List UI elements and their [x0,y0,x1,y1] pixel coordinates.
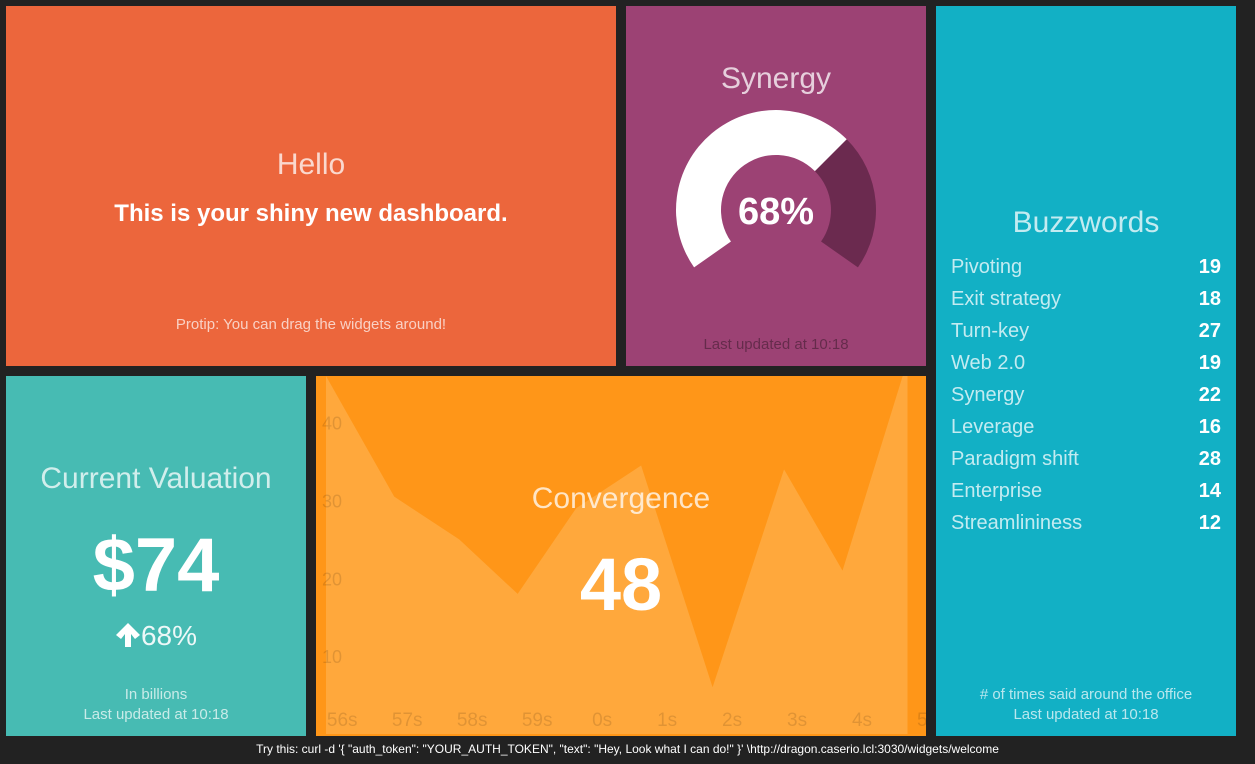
x-tick-label: 57s [392,710,423,731]
buzzword-label: Synergy [951,384,1025,406]
buzzword-count: 28 [1198,448,1221,470]
chart: 10 20 30 40 56s 57s 58s 59s 0s 1s 2s 3s 4s 5s [322,376,926,734]
buzzword-item: Pivoting 19 [951,256,1221,288]
widget-title: Hello [276,148,346,181]
buzzword-count: 19 [1198,352,1221,374]
buzzword-item: Exit strategy 18 [951,288,1221,320]
updated-at: Last updated at 10:18 [1013,706,1159,723]
change-rate: 68% [6,620,306,652]
x-tick-label: 0s [592,710,612,731]
widget-title: Buzzwords [1012,206,1160,239]
x-tick-label: 5s [917,710,926,731]
y-tick-label: 10 [322,647,342,667]
buzzword-count: 27 [1198,320,1221,342]
buzzword-item: Web 2.0 19 [951,352,1221,384]
buzzword-count: 22 [1198,384,1221,406]
y-tick-label: 20 [322,569,342,589]
x-tick-label: 4s [852,710,872,731]
x-tick-label: 1s [657,710,677,731]
buzzword-label: Pivoting [951,256,1023,278]
updated-at: Last updated at 10:18 [703,336,849,353]
buzzword-count: 16 [1198,416,1221,438]
widget-title: Synergy [720,62,832,95]
updated-at: Last updated at 10:18 [83,706,229,723]
buzzwords-widget[interactable]: Buzzwords Pivoting 19 Exit strategy 18 Turn-… [936,6,1236,736]
buzzword-label: Enterprise [951,480,1043,502]
buzzword-item: Enterprise 14 [951,480,1221,512]
gauge: 68% [676,109,876,268]
valuation-widget[interactable]: Current Valuation $74 68% In billions La… [6,376,306,736]
widget-more-info: In billions [124,686,188,703]
widget-title: Current Valuation [40,462,272,495]
arrow-up-icon [115,623,140,647]
convergence-widget[interactable]: 10 20 30 40 56s 57s 58s 59s 0s 1s 2s 3s 4s 5s Converg… [316,376,926,736]
buzzword-item: Leverage 16 [951,416,1221,448]
gauge-track [814,139,876,268]
buzzword-label: Exit strategy [951,288,1062,310]
widget-title: Convergence [531,482,711,515]
footer-hint: Try this: curl -d '{ "auth_token": "YOUR… [256,742,999,756]
buzzword-item: Streamlininess 12 [951,512,1221,544]
buzzword-item: Paradigm shift 28 [951,448,1221,480]
buzzword-count: 18 [1198,288,1221,310]
buzzword-label: Streamlininess [951,512,1083,534]
buzzword-count: 12 [1198,512,1221,534]
buzzword-item: Synergy 22 [951,384,1221,416]
change-value: 68% [140,620,198,651]
gauge-label: 68% [738,191,814,233]
area [326,376,908,734]
buzzword-count: 14 [1198,480,1221,502]
buzzword-item: Turn-key 27 [951,320,1221,352]
widget-more-info: # of times said around the office [979,686,1193,703]
hello-widget[interactable]: Hello This is your shiny new dashboard. … [6,6,616,366]
x-tick-label: 58s [457,710,488,731]
widget-more-info: Protip: You can drag the widgets around! [175,316,447,333]
gauge-fill [676,109,847,268]
buzzword-label: Turn-key [951,320,1030,342]
synergy-widget[interactable]: Synergy 68% Last updated at 10:18 [626,6,926,366]
x-tick-label: 56s [327,710,358,731]
widget-text: This is your shiny new dashboard. [114,200,508,227]
buzzword-label: Web 2.0 [951,352,1026,374]
x-tick-label: 2s [722,710,742,731]
current-value: $74 [92,523,220,608]
x-tick-label: 59s [522,710,553,731]
buzzword-label: Paradigm shift [951,448,1079,470]
y-tick-label: 40 [322,414,342,434]
x-tick-label: 3s [787,710,807,731]
current-value: 48 [579,543,663,626]
y-tick-label: 30 [322,492,342,512]
buzzword-label: Leverage [951,416,1035,438]
buzzword-count: 19 [1198,256,1221,278]
